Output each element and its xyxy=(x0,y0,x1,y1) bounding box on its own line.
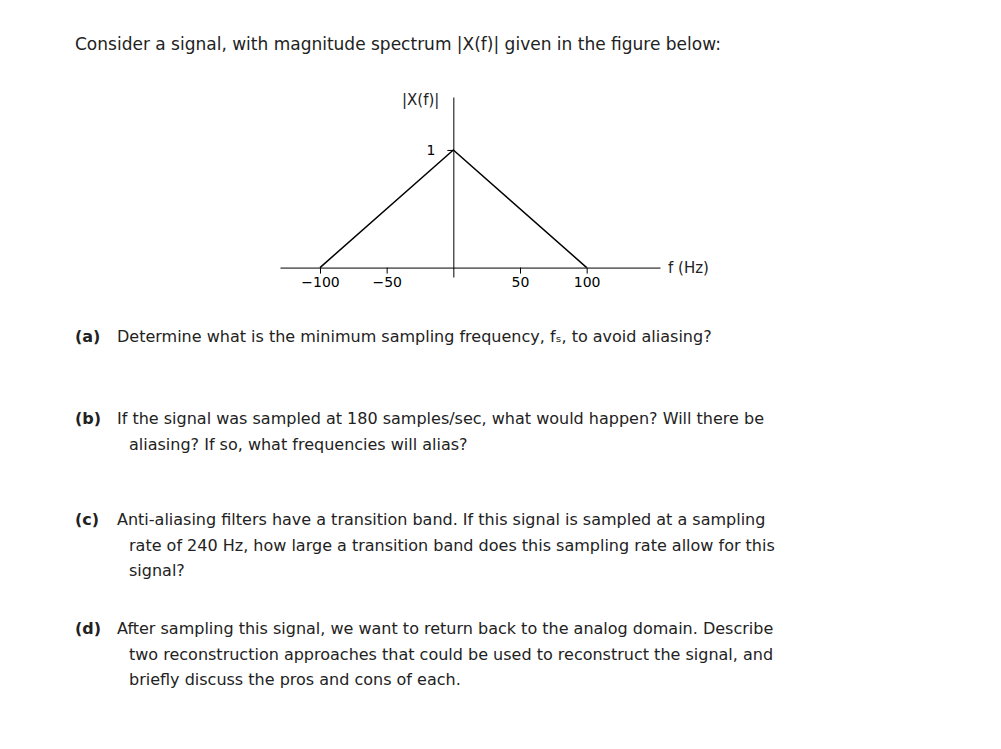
question-label: (b) xyxy=(75,409,101,428)
question-text: Anti-aliasing filters have a transition … xyxy=(117,510,765,529)
question-text: two reconstruction approaches that could… xyxy=(129,645,773,664)
question: (d) After sampling this signal, we want t… xyxy=(75,619,773,689)
y-tick: 1 xyxy=(426,142,453,158)
question-text: After sampling this signal, we want to r… xyxy=(117,619,773,638)
x-axis: −100 −50 50 100 xyxy=(281,268,661,290)
x-axis-line xyxy=(281,268,661,269)
question-text: Determine what is the minimum sampling f… xyxy=(117,327,712,346)
question: (a) Determine what is the minimum samplin… xyxy=(75,327,712,346)
spectrum-line xyxy=(320,150,587,268)
question: (c) Anti-aliasing filters have a transiti… xyxy=(75,510,775,580)
x-axis-label: f (Hz) xyxy=(668,259,709,277)
plot-area xyxy=(320,150,587,268)
x-tick-label: −50 xyxy=(372,274,402,290)
x-tick: −100 xyxy=(301,268,339,290)
chart: Consider a signal, with magnitude spectr… xyxy=(0,0,1001,749)
x-tick-label: −100 xyxy=(301,274,339,290)
x-tick: 100 xyxy=(574,268,601,290)
question-label: (d) xyxy=(75,619,101,638)
question-text: briefly discuss the pros and cons of eac… xyxy=(129,670,461,689)
question-label: (c) xyxy=(75,510,99,529)
y-axis-line xyxy=(453,98,454,278)
question-text: signal? xyxy=(129,561,185,580)
title: Consider a signal, with magnitude spectr… xyxy=(75,34,721,54)
question: (b) If the signal was sampled at 180 samp… xyxy=(75,409,764,454)
y-axis-label: |X(f)| xyxy=(402,91,439,109)
question-text: If the signal was sampled at 180 samples… xyxy=(117,409,764,428)
x-tick-label: 50 xyxy=(512,274,530,290)
x-tick: −50 xyxy=(372,268,402,290)
x-tick-label: 100 xyxy=(574,274,601,290)
y-tick-label: 1 xyxy=(426,142,435,158)
question-label: (a) xyxy=(75,327,100,346)
x-tick: 50 xyxy=(512,268,530,290)
y-axis: 1 xyxy=(426,98,453,278)
question-text: rate of 240 Hz, how large a transition b… xyxy=(129,536,775,555)
question-text: aliasing? If so, what frequencies will a… xyxy=(129,435,468,454)
